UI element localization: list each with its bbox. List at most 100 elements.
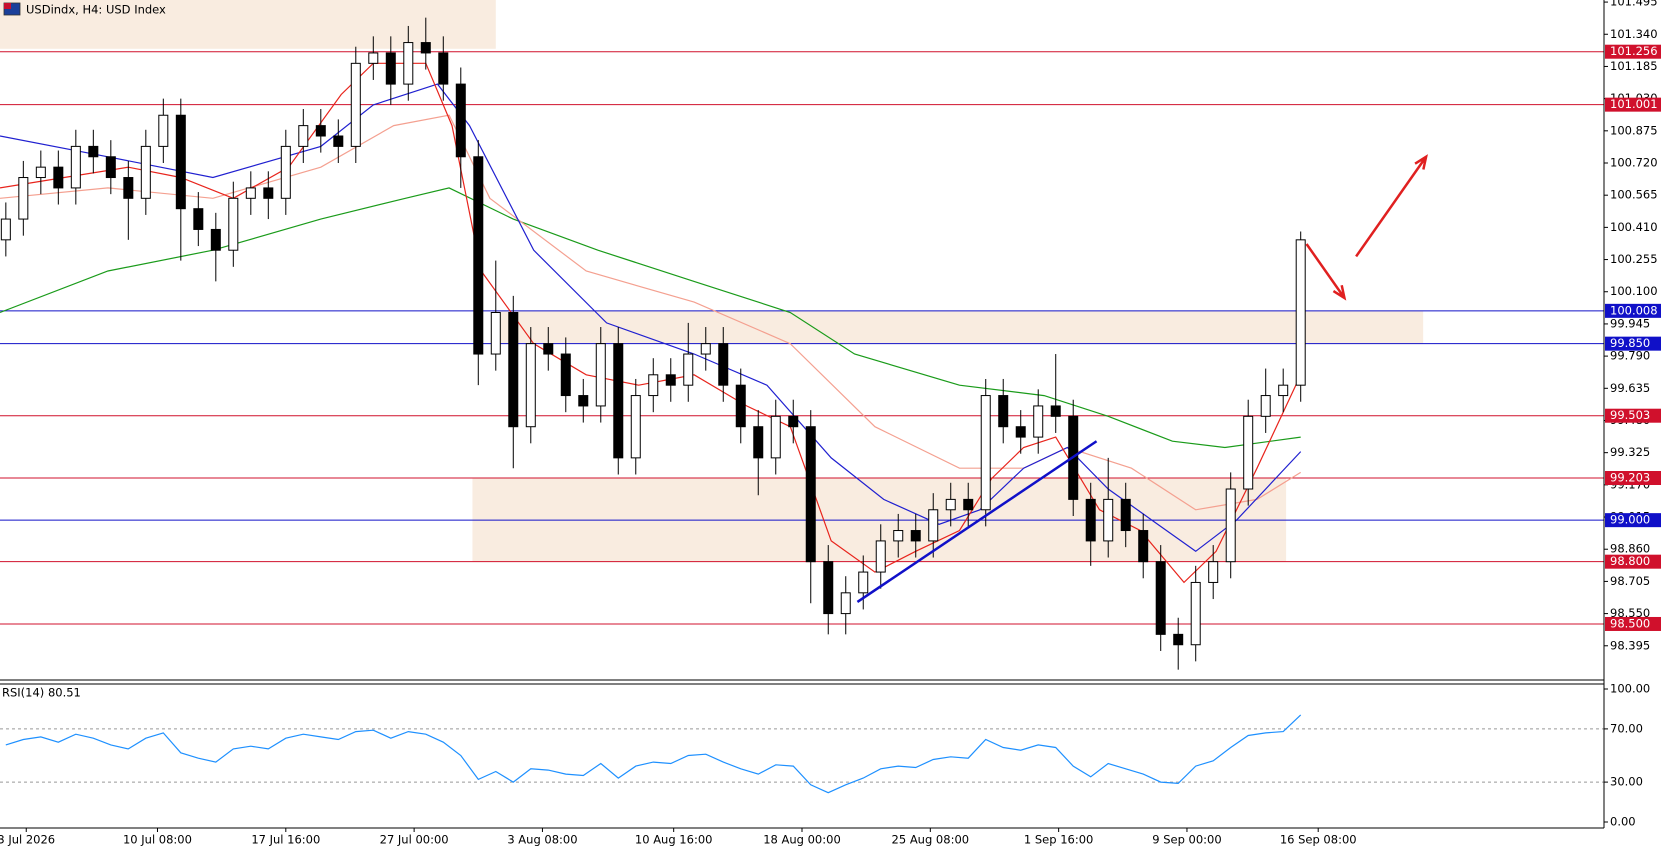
candle-body	[525, 343, 536, 428]
candle-body	[665, 374, 676, 386]
flag-icon-part	[4, 3, 11, 9]
candle-body	[648, 374, 659, 397]
candle-body	[403, 42, 414, 85]
candle-body	[893, 530, 904, 542]
candle-body	[438, 52, 449, 85]
x-tick-label: 17 Jul 16:00	[251, 833, 320, 847]
candle-body	[945, 498, 956, 511]
candle-body	[473, 156, 484, 355]
y-tick-label: 99.945	[1610, 316, 1650, 330]
x-tick-label: 3 Aug 08:00	[507, 833, 577, 847]
level-label: 99.503	[1610, 408, 1650, 422]
candle-body	[840, 592, 851, 615]
candles	[0, 17, 1306, 670]
candle-body	[805, 426, 816, 563]
candle-body	[578, 395, 589, 407]
candle-body	[140, 145, 151, 199]
y-tick-label: 101.495	[1610, 0, 1658, 9]
level-tag	[1605, 303, 1661, 318]
candle-body	[875, 540, 886, 573]
rsi-line	[5, 714, 1302, 794]
candle-body	[1173, 633, 1184, 646]
candle-body	[508, 312, 519, 428]
rsi-panel: RSI(14) 80.51 100.00 70.00 30.00 0.00	[0, 682, 1650, 829]
levels	[0, 51, 1604, 625]
x-tick-label: 18 Aug 00:00	[763, 833, 841, 847]
candle-body	[1278, 384, 1289, 397]
candle-body	[1225, 488, 1236, 563]
level-label: 99.850	[1610, 336, 1650, 350]
candle-body	[175, 114, 186, 210]
candle-body	[1120, 498, 1131, 532]
level-label: 101.256	[1610, 44, 1658, 58]
rsi-tick-label: 100.00	[1610, 682, 1650, 696]
y-tick-label: 100.255	[1610, 252, 1658, 266]
candle-body	[998, 395, 1009, 428]
level-tag	[1605, 513, 1661, 528]
candle-body	[980, 395, 991, 511]
candle-body	[613, 343, 624, 459]
x-tick-label: 25 Aug 08:00	[892, 833, 970, 847]
candle-body	[718, 343, 729, 386]
candle-body	[1138, 530, 1149, 563]
candle-body	[245, 187, 256, 199]
x-tick-label: 9 Sep 00:00	[1152, 833, 1221, 847]
y-tick-label: 99.790	[1610, 349, 1650, 363]
candle-body	[70, 145, 81, 189]
y-tick-label: 100.720	[1610, 156, 1658, 170]
y-tick-label: 99.635	[1610, 381, 1650, 395]
candle-body	[1190, 581, 1201, 646]
level-tag	[1605, 97, 1661, 112]
candle-body	[1155, 561, 1166, 635]
moving-average	[0, 187, 1301, 449]
level-tag	[1605, 408, 1661, 423]
candle-body	[700, 343, 711, 355]
y-tick-label: 100.410	[1610, 220, 1658, 234]
y-tick-label: 101.340	[1610, 27, 1658, 41]
x-tick-label: 3 Jul 2026	[0, 833, 55, 847]
candle-body	[158, 114, 169, 147]
candle-body	[1015, 426, 1026, 438]
level-label: 98.500	[1610, 616, 1650, 630]
candle-body	[298, 125, 309, 147]
candle-body	[1085, 498, 1096, 542]
candle-body	[368, 52, 379, 64]
candle-body	[1050, 405, 1061, 417]
candle-body	[543, 343, 554, 355]
level-label: 101.001	[1610, 97, 1658, 111]
zone	[0, 0, 496, 49]
candle-body	[35, 166, 46, 179]
candle-body	[1033, 405, 1044, 438]
rsi-label: RSI(14) 80.51	[2, 686, 81, 700]
annotations	[856, 154, 1428, 604]
candle-body	[350, 62, 361, 147]
candle-body	[88, 145, 99, 158]
level-label: 100.008	[1610, 303, 1658, 317]
candle-body	[1208, 561, 1219, 583]
y-tick-label: 100.565	[1610, 188, 1658, 202]
candle-body	[910, 530, 921, 542]
candle-body	[280, 145, 291, 199]
candle-body	[735, 384, 746, 428]
y-tick-label: 100.100	[1610, 284, 1658, 298]
candle-body	[963, 498, 974, 511]
arrow	[1305, 243, 1347, 301]
candle-body	[630, 395, 641, 459]
candle-body	[420, 42, 431, 54]
candle-body	[385, 52, 396, 85]
x-tick-label: 27 Jul 00:00	[380, 833, 449, 847]
y-tick-label: 100.875	[1610, 123, 1658, 137]
x-tick-label: 1 Sep 16:00	[1024, 833, 1093, 847]
candle-body	[193, 208, 204, 230]
x-tick-label: 10 Jul 08:00	[123, 833, 192, 847]
candle-body	[1260, 395, 1271, 417]
candle-body	[228, 197, 239, 251]
candle-body	[683, 353, 694, 386]
candle-body	[823, 561, 834, 615]
moving-average	[0, 114, 1302, 511]
candle-body	[1295, 239, 1306, 386]
level-label: 98.800	[1610, 554, 1650, 568]
